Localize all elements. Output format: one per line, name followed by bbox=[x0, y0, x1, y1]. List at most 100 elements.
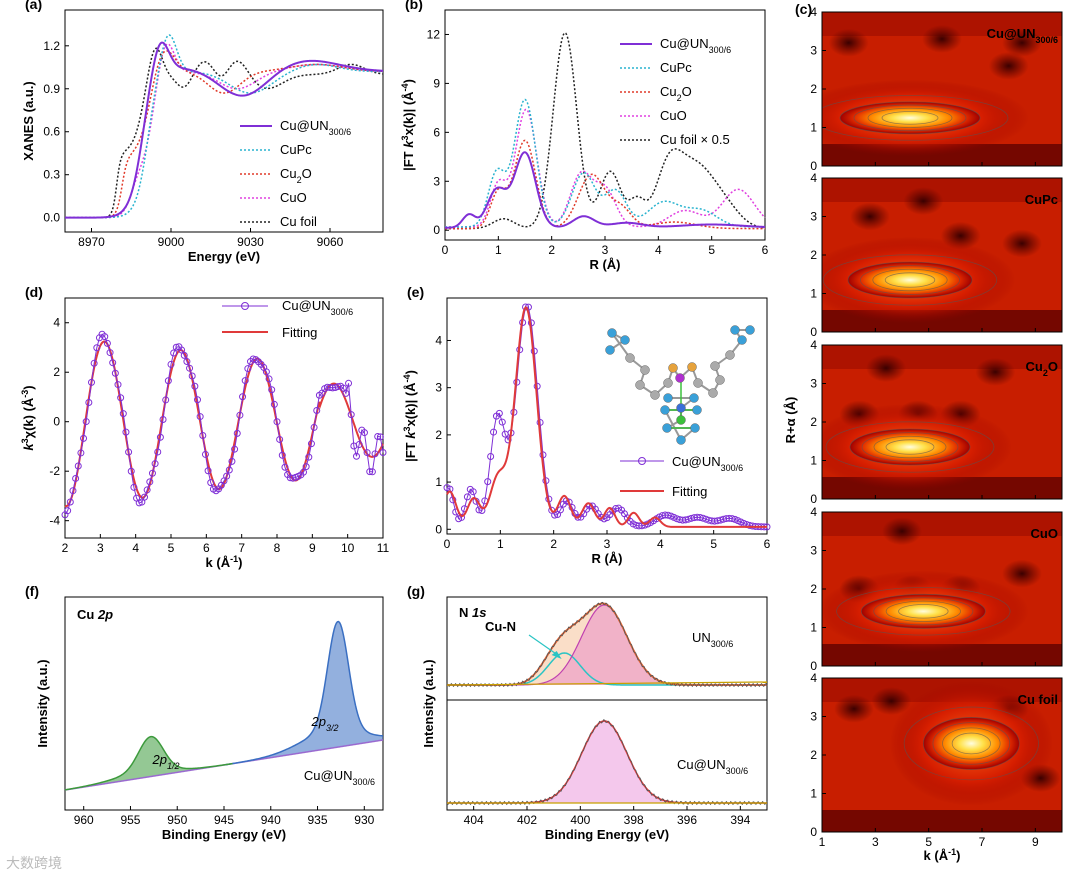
data-point bbox=[93, 344, 101, 352]
panel-label: (d) bbox=[25, 284, 43, 300]
data-point bbox=[463, 493, 471, 501]
atom bbox=[690, 423, 700, 433]
y-tick-label: 0 bbox=[810, 492, 817, 506]
heatmap-low-region bbox=[871, 687, 912, 716]
contour-line bbox=[872, 268, 948, 292]
contour-line bbox=[822, 95, 1009, 141]
x-tick-label: 7 bbox=[979, 835, 986, 849]
data-point bbox=[249, 355, 257, 363]
atom bbox=[708, 388, 718, 398]
data-point bbox=[265, 375, 273, 383]
raw-spectrum bbox=[446, 601, 768, 688]
legend-entry: Cu foil × 0.5 bbox=[660, 132, 730, 147]
x-tick-label: 930 bbox=[354, 813, 374, 827]
atom bbox=[687, 362, 697, 372]
heatmap-low-region bbox=[1002, 229, 1042, 258]
atom bbox=[676, 403, 686, 413]
contour-line bbox=[951, 732, 991, 755]
n1s-peak-fill bbox=[447, 721, 767, 803]
y-tick-label: 0.3 bbox=[43, 168, 60, 182]
data-point bbox=[170, 349, 178, 357]
cu-n-label: Cu-N bbox=[485, 619, 516, 634]
peak-2p1-2-line bbox=[64, 735, 233, 791]
x-tick-label: 0 bbox=[444, 537, 451, 551]
y-tick-label: 1 bbox=[810, 787, 817, 801]
spectrum-title: Cu 2p bbox=[77, 607, 113, 622]
y-tick-label: 3 bbox=[810, 544, 817, 558]
series-cu-un-data bbox=[443, 303, 771, 531]
panel-c: (c)01234Cu@UN300/601234CuPc01234Cu2O0123… bbox=[783, 1, 1063, 863]
heatmap-peak bbox=[848, 262, 972, 299]
data-point bbox=[146, 478, 154, 486]
legend-entry: Fitting bbox=[282, 325, 317, 340]
y-tick-label: 2 bbox=[53, 365, 60, 379]
x-tick-label: 394 bbox=[730, 813, 750, 827]
x-tick-label: 3 bbox=[97, 541, 104, 555]
x-tick-label: 960 bbox=[74, 813, 94, 827]
x-tick-label: 8 bbox=[274, 541, 281, 555]
data-point bbox=[498, 418, 506, 426]
contour-line bbox=[860, 265, 961, 295]
y-axis-label: Intensity (a.u.) bbox=[35, 659, 50, 747]
data-point bbox=[101, 333, 109, 341]
atom bbox=[668, 363, 678, 373]
y-tick-label: 0 bbox=[810, 659, 817, 673]
plot-frame bbox=[446, 596, 768, 811]
y-axis-label: R+α (Å) bbox=[783, 397, 798, 444]
peak-2p3-2-line bbox=[224, 620, 384, 766]
legend-entry: CuO bbox=[280, 190, 307, 205]
y-axis-label: |FT k3x(k)| (Å-4) bbox=[402, 370, 418, 462]
data-point bbox=[64, 507, 72, 515]
molecular-structure-image bbox=[605, 325, 755, 445]
legend-entry: Cu2O bbox=[660, 84, 692, 103]
data-point bbox=[188, 372, 196, 380]
x-axis-label: R (Å) bbox=[589, 257, 620, 272]
data-point bbox=[223, 472, 231, 480]
legend-entry: Cu@UN300/6 bbox=[660, 36, 731, 55]
data-point bbox=[556, 506, 564, 514]
data-point bbox=[109, 359, 117, 367]
atom bbox=[737, 335, 747, 345]
x-tick-label: 398 bbox=[624, 813, 644, 827]
x-axis-label: k (Å-1) bbox=[206, 554, 243, 570]
series-cu-un bbox=[444, 151, 766, 229]
atom bbox=[607, 328, 617, 338]
x-tick-label: 935 bbox=[308, 813, 328, 827]
contour-line bbox=[867, 107, 953, 128]
x-tick-label: 945 bbox=[214, 813, 234, 827]
x-tick-label: 3 bbox=[872, 835, 879, 849]
x-tick-label: 7 bbox=[238, 541, 245, 555]
series-cu-un-data bbox=[61, 330, 387, 519]
peak-label-2p3-2: 2p3/2 bbox=[311, 714, 339, 733]
sample-label: Cu@UN300/6 bbox=[304, 768, 375, 787]
y-tick-label: 2 bbox=[810, 82, 817, 96]
y-tick-label: 2 bbox=[810, 415, 817, 429]
panel-a: 8970 9000 9030 9060 0.0 0.3 0.6 0.9 1.2 Energy (e… bbox=[21, 0, 384, 264]
heatmap-peak bbox=[850, 429, 970, 466]
data-point bbox=[379, 448, 387, 456]
heatmap-low-region bbox=[866, 354, 906, 383]
heatmap-low-region bbox=[1002, 28, 1042, 57]
plot-frame bbox=[64, 297, 384, 539]
atom bbox=[676, 435, 686, 445]
data-point bbox=[207, 479, 215, 487]
map-label: Cu2O bbox=[1026, 359, 1058, 378]
contour-line bbox=[873, 435, 947, 459]
contour-line bbox=[885, 439, 935, 455]
data-point bbox=[183, 358, 191, 366]
data-point bbox=[178, 346, 186, 354]
contour-line bbox=[853, 104, 967, 132]
atom bbox=[605, 345, 615, 355]
x-tick-label: 2 bbox=[62, 541, 69, 555]
y-tick-label: 4 bbox=[810, 171, 817, 185]
x-tick-label: 4 bbox=[655, 243, 662, 257]
x-axis-label: Binding Energy (eV) bbox=[162, 827, 286, 842]
data-point bbox=[151, 460, 159, 468]
data-point bbox=[148, 469, 156, 477]
series-cu-foil bbox=[445, 31, 766, 230]
wavelet-map: 0 1 2 3 4 CuPc bbox=[810, 171, 1063, 339]
x-tick-label: 4 bbox=[132, 541, 139, 555]
y-tick-label: 3 bbox=[810, 710, 817, 724]
contour-line bbox=[885, 600, 961, 622]
